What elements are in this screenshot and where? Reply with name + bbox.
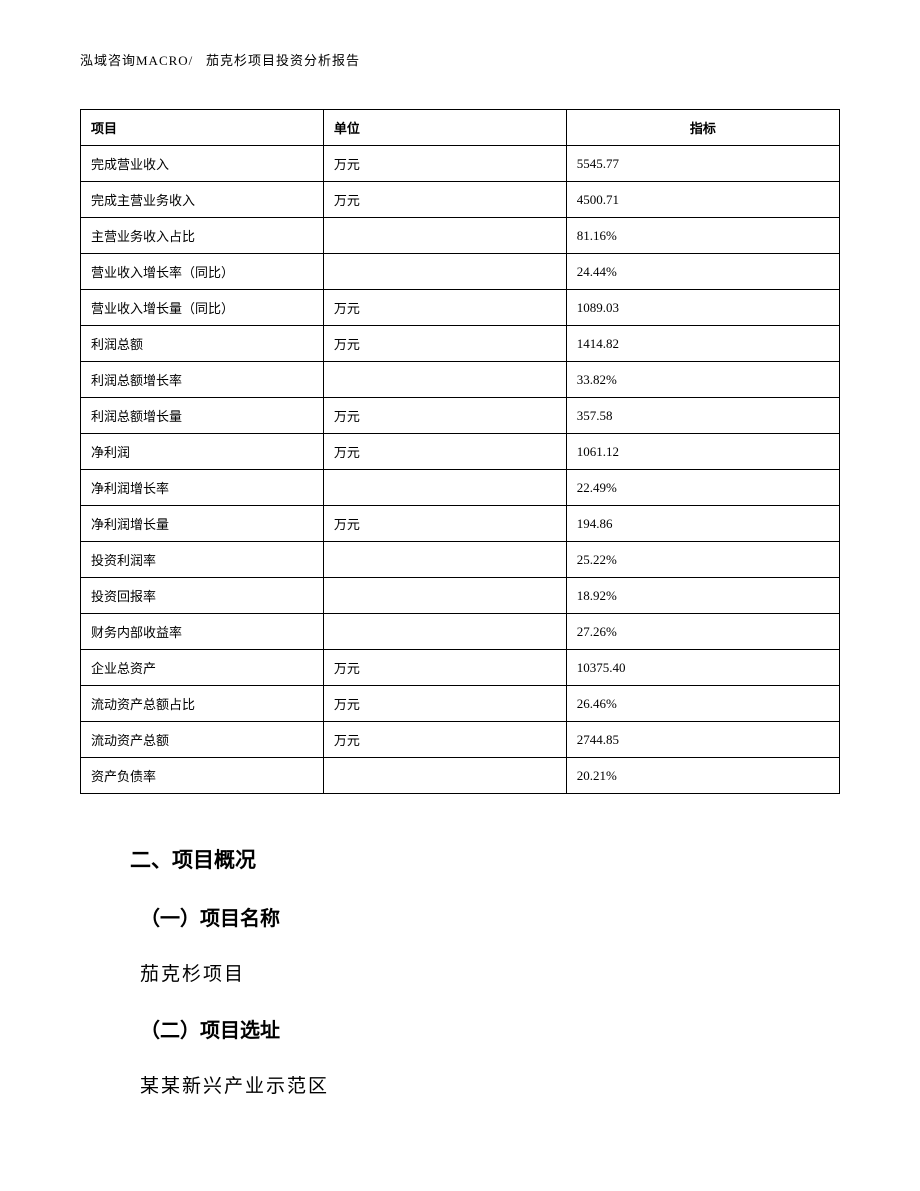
table-row: 财务内部收益率 27.26% [81,614,840,650]
table-cell: 1089.03 [566,290,839,326]
table-cell: 财务内部收益率 [81,614,324,650]
table-body: 完成营业收入万元5545.77完成主营业务收入万元4500.71主营业务收入占比… [81,146,840,794]
table-cell: 26.46% [566,686,839,722]
table-cell: 万元 [323,650,566,686]
table-row: 资产负债率 20.21% [81,758,840,794]
table-row: 完成主营业务收入万元4500.71 [81,182,840,218]
table-cell: 27.26% [566,614,839,650]
table-header-cell: 项目 [81,110,324,146]
table-cell: 22.49% [566,470,839,506]
table-cell: 净利润增长率 [81,470,324,506]
table-cell: 流动资产总额占比 [81,686,324,722]
table-cell [323,254,566,290]
sub-heading-2: （二）项目选址 [140,1014,840,1043]
table-cell: 24.44% [566,254,839,290]
data-table: 项目 单位 指标 完成营业收入万元5545.77完成主营业务收入万元4500.7… [80,109,840,794]
header-right: 茄克杉项目投资分析报告 [206,53,360,68]
table-cell: 投资回报率 [81,578,324,614]
table-cell: 流动资产总额 [81,722,324,758]
table-row: 投资回报率 18.92% [81,578,840,614]
header-left: 泓域咨询MACRO/ [80,53,193,68]
table-cell [323,578,566,614]
table-row: 投资利润率 25.22% [81,542,840,578]
table-cell: 主营业务收入占比 [81,218,324,254]
table-cell: 净利润 [81,434,324,470]
table-cell: 18.92% [566,578,839,614]
table-row: 净利润增长率 22.49% [81,470,840,506]
table-cell [323,542,566,578]
table-cell: 33.82% [566,362,839,398]
page-header: 泓域咨询MACRO/ 茄克杉项目投资分析报告 [80,50,840,69]
table-cell: 完成营业收入 [81,146,324,182]
body-text-1: 茄克杉项目 [140,959,840,986]
table-cell: 利润总额增长量 [81,398,324,434]
section-heading: 二、项目概况 [130,844,840,874]
table-cell: 1061.12 [566,434,839,470]
table-cell: 资产负债率 [81,758,324,794]
table-row: 营业收入增长率（同比） 24.44% [81,254,840,290]
table-cell: 营业收入增长率（同比） [81,254,324,290]
sub-heading-1: （一）项目名称 [140,902,840,931]
table-cell [323,614,566,650]
table-cell: 利润总额增长率 [81,362,324,398]
table-row: 流动资产总额万元2744.85 [81,722,840,758]
table-cell: 1414.82 [566,326,839,362]
table-cell: 4500.71 [566,182,839,218]
table-row: 企业总资产万元10375.40 [81,650,840,686]
table-row: 净利润增长量万元194.86 [81,506,840,542]
table-cell: 10375.40 [566,650,839,686]
table-cell: 25.22% [566,542,839,578]
table-cell: 5545.77 [566,146,839,182]
table-cell: 营业收入增长量（同比） [81,290,324,326]
table-cell: 万元 [323,146,566,182]
table-header-row: 项目 单位 指标 [81,110,840,146]
table-cell: 194.86 [566,506,839,542]
table-cell: 万元 [323,182,566,218]
table-cell: 357.58 [566,398,839,434]
table-cell [323,218,566,254]
table-row: 主营业务收入占比 81.16% [81,218,840,254]
table-cell [323,470,566,506]
table-cell: 万元 [323,326,566,362]
table-cell: 万元 [323,290,566,326]
table-cell: 完成主营业务收入 [81,182,324,218]
table-cell: 万元 [323,398,566,434]
body-text-2: 某某新兴产业示范区 [140,1071,840,1098]
table-cell: 企业总资产 [81,650,324,686]
table-cell: 20.21% [566,758,839,794]
table-cell: 2744.85 [566,722,839,758]
table-row: 营业收入增长量（同比）万元1089.03 [81,290,840,326]
table-header-cell: 指标 [566,110,839,146]
table-row: 净利润万元1061.12 [81,434,840,470]
table-header-cell: 单位 [323,110,566,146]
table-row: 利润总额增长量万元357.58 [81,398,840,434]
table-cell: 利润总额 [81,326,324,362]
table-row: 利润总额增长率 33.82% [81,362,840,398]
table-cell: 万元 [323,434,566,470]
table-cell: 净利润增长量 [81,506,324,542]
table-cell: 万元 [323,722,566,758]
table-cell: 81.16% [566,218,839,254]
table-row: 流动资产总额占比万元26.46% [81,686,840,722]
table-row: 完成营业收入万元5545.77 [81,146,840,182]
table-cell: 万元 [323,506,566,542]
table-cell: 投资利润率 [81,542,324,578]
table-row: 利润总额万元1414.82 [81,326,840,362]
table-cell [323,362,566,398]
table-cell [323,758,566,794]
table-cell: 万元 [323,686,566,722]
